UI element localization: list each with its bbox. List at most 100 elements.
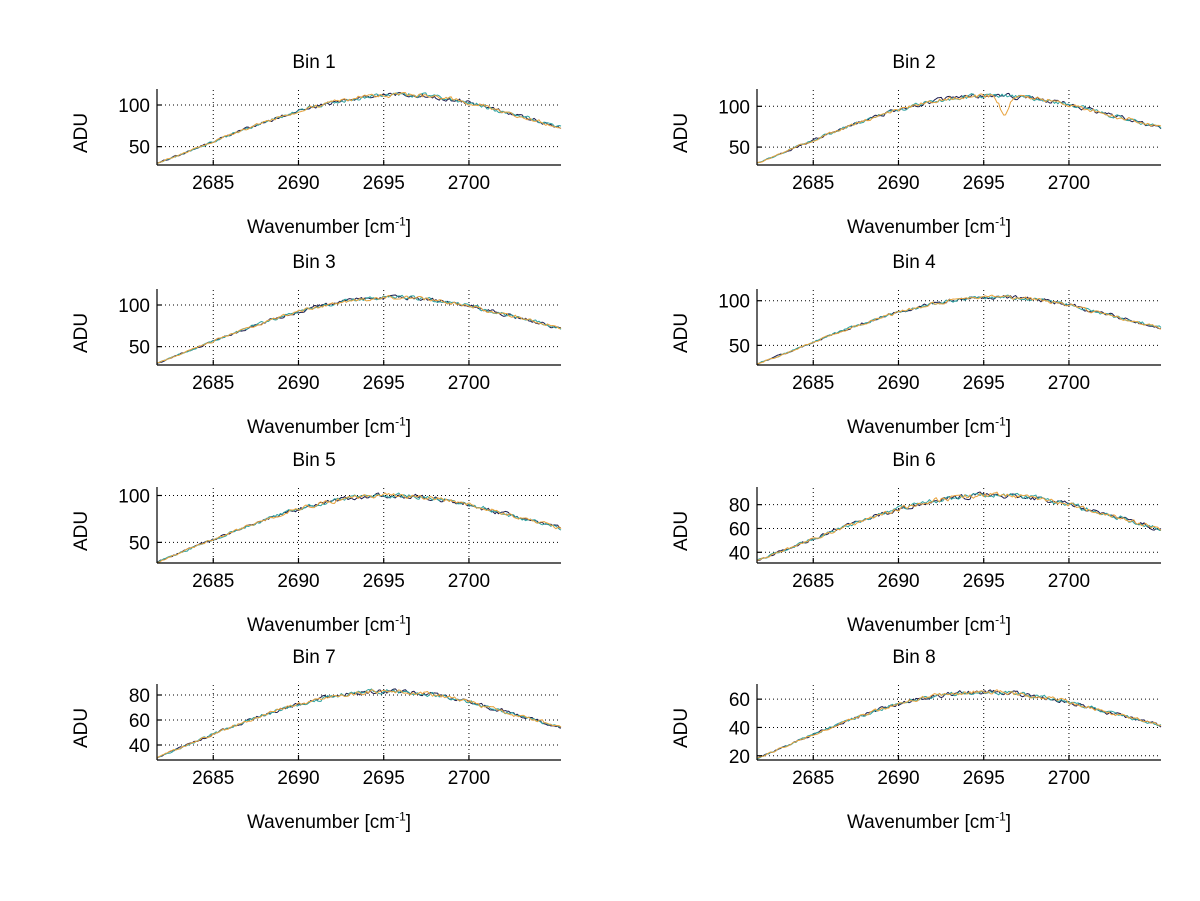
x-axis-label-suffix: ] bbox=[405, 217, 412, 238]
x-tick-label: 2685 bbox=[192, 373, 234, 394]
panel-title: Bin 8 bbox=[892, 647, 936, 668]
x-axis-label-prefix: Wavenumber [cm bbox=[846, 812, 996, 833]
x-tick-label: 2690 bbox=[877, 768, 919, 789]
y-tick-label: 60 bbox=[129, 711, 150, 732]
x-tick-label: 2690 bbox=[877, 571, 919, 592]
x-axis-label-prefix: Wavenumber [cm bbox=[846, 217, 996, 238]
x-tick-label: 2695 bbox=[963, 373, 1005, 394]
y-axis-label: ADU bbox=[671, 707, 692, 748]
y-axis-label: ADU bbox=[71, 510, 92, 551]
y-tick-label: 100 bbox=[718, 292, 750, 313]
x-tick-label: 2700 bbox=[1048, 373, 1090, 394]
panel-title: Bin 6 bbox=[892, 450, 936, 471]
x-axis-label-suffix: ] bbox=[405, 812, 412, 833]
y-tick-label: 50 bbox=[129, 338, 150, 359]
x-tick-label: 2695 bbox=[363, 173, 405, 194]
y-axis-label: ADU bbox=[671, 510, 692, 551]
data-series-residual bbox=[156, 492, 562, 563]
x-axis-label: Wavenumber [cm-1] bbox=[697, 811, 1161, 834]
x-axis-label: Wavenumber [cm-1] bbox=[97, 809, 561, 834]
x-tick-label: 2690 bbox=[877, 373, 919, 394]
x-tick-label: 2700 bbox=[448, 768, 490, 789]
y-tick-label: 80 bbox=[129, 686, 150, 707]
x-tick-label: 2700 bbox=[1048, 768, 1090, 789]
data-series-measured bbox=[156, 689, 562, 759]
x-tick-label: 2695 bbox=[363, 571, 405, 592]
y-tick-label: 100 bbox=[118, 487, 150, 508]
data-series-measured bbox=[756, 689, 1162, 759]
y-tick-label: 100 bbox=[718, 97, 750, 118]
panel-title: Bin 4 bbox=[892, 252, 936, 273]
y-tick-label: 50 bbox=[129, 138, 150, 159]
x-tick-label: 2685 bbox=[792, 173, 834, 194]
data-series-model bbox=[756, 295, 1162, 365]
x-axis-label-exponent: -1 bbox=[395, 809, 406, 824]
data-series-measured bbox=[756, 93, 1162, 164]
y-tick-label: 40 bbox=[729, 543, 750, 564]
x-axis-label-prefix: Wavenumber [cm bbox=[846, 417, 996, 438]
data-series-measured bbox=[756, 294, 1162, 365]
y-axis-label: ADU bbox=[71, 312, 92, 353]
y-tick-label: 60 bbox=[729, 690, 750, 711]
data-series-residual bbox=[156, 688, 562, 759]
x-axis-label: Wavenumber [cm-1] bbox=[97, 614, 561, 637]
y-axis-label: ADU bbox=[671, 112, 692, 153]
x-axis-label-exponent: -1 bbox=[995, 214, 1006, 229]
x-axis-label-suffix: ] bbox=[1005, 217, 1012, 238]
x-tick-label: 2685 bbox=[192, 571, 234, 592]
x-axis-label: Wavenumber [cm-1] bbox=[97, 416, 561, 439]
x-axis-label-exponent: -1 bbox=[995, 414, 1006, 429]
x-axis-label: Wavenumber [cm-1] bbox=[697, 214, 1161, 239]
y-tick-label: 80 bbox=[729, 496, 750, 517]
x-tick-label: 2700 bbox=[448, 571, 490, 592]
x-axis-label-suffix: ] bbox=[1005, 615, 1012, 636]
data-series-measured bbox=[756, 491, 1162, 562]
x-tick-label: 2690 bbox=[277, 373, 319, 394]
x-axis-label-suffix: ] bbox=[405, 417, 412, 438]
x-axis-label-exponent: -1 bbox=[995, 612, 1006, 627]
x-tick-label: 2690 bbox=[277, 173, 319, 194]
x-tick-label: 2695 bbox=[963, 768, 1005, 789]
data-series-model bbox=[756, 491, 1162, 561]
x-axis-label-prefix: Wavenumber [cm bbox=[846, 615, 996, 636]
y-axis-label: ADU bbox=[71, 707, 92, 748]
panel-title: Bin 1 bbox=[292, 52, 336, 73]
data-series-model bbox=[756, 92, 1162, 164]
x-axis-label-suffix: ] bbox=[405, 615, 412, 636]
data-series-measured bbox=[156, 492, 562, 564]
data-series-residual bbox=[156, 294, 562, 364]
x-tick-label: 2685 bbox=[792, 571, 834, 592]
y-tick-label: 20 bbox=[729, 747, 750, 768]
x-tick-label: 2685 bbox=[192, 768, 234, 789]
data-series-residual bbox=[756, 294, 1162, 366]
y-tick-label: 40 bbox=[129, 736, 150, 757]
data-series-model bbox=[156, 92, 562, 164]
panel-title: Bin 7 bbox=[292, 647, 336, 668]
x-axis-label-prefix: Wavenumber [cm bbox=[246, 812, 396, 833]
y-tick-label: 60 bbox=[729, 519, 750, 540]
data-series-residual bbox=[156, 92, 562, 164]
x-axis-label-prefix: Wavenumber [cm bbox=[246, 615, 396, 636]
x-tick-label: 2685 bbox=[192, 173, 234, 194]
data-series-model bbox=[756, 689, 1162, 759]
panel-title: Bin 2 bbox=[892, 52, 936, 73]
y-axis-label: ADU bbox=[671, 312, 692, 353]
x-tick-label: 2700 bbox=[448, 173, 490, 194]
x-tick-label: 2685 bbox=[792, 768, 834, 789]
x-tick-label: 2690 bbox=[277, 768, 319, 789]
x-axis-label-prefix: Wavenumber [cm bbox=[246, 217, 396, 238]
data-series-model bbox=[156, 294, 562, 365]
x-tick-label: 2695 bbox=[963, 571, 1005, 592]
